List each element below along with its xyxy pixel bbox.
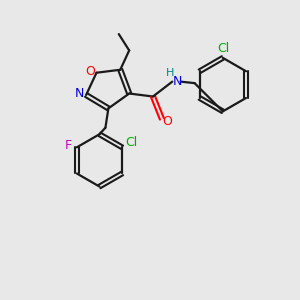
Text: F: F (65, 139, 72, 152)
Text: O: O (85, 65, 95, 78)
Text: Cl: Cl (217, 42, 230, 55)
Text: Cl: Cl (125, 136, 137, 149)
Text: O: O (162, 115, 172, 128)
Text: H: H (166, 68, 174, 78)
Text: N: N (75, 87, 84, 100)
Text: N: N (173, 74, 182, 88)
